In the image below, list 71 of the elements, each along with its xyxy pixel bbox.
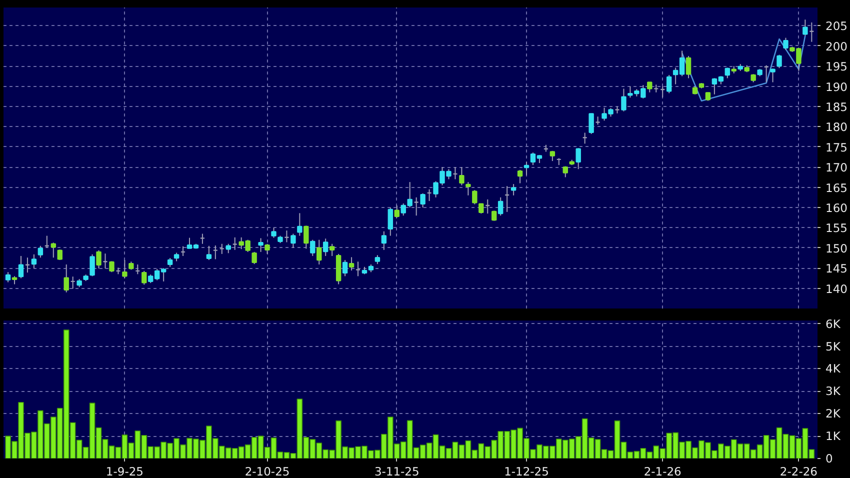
candlestick: [252, 251, 257, 265]
y-tick-label: 190: [826, 80, 848, 94]
y-tick-label: 3K: [826, 384, 841, 398]
candlestick: [517, 169, 523, 184]
candlestick: [31, 254, 37, 269]
candlestick: [621, 88, 626, 112]
candlestick: [666, 74, 672, 94]
candlestick: [122, 260, 128, 279]
candlestick: [459, 166, 464, 186]
x-tick-label: 1-9-25: [106, 464, 144, 478]
y-tick-label: 150: [826, 241, 848, 256]
candlestick: [381, 230, 387, 250]
x-tick-label: 2-1-26: [644, 464, 682, 478]
candlestick: [142, 270, 147, 286]
candlestick: [316, 239, 322, 265]
y-tick-label: 5K: [826, 339, 841, 354]
y-tick-label: 165: [826, 180, 848, 195]
candlestick: [329, 243, 335, 256]
candlestick: [322, 238, 328, 256]
candlestick: [466, 182, 471, 196]
y-tick-label: 170: [826, 160, 848, 175]
candlestick: [394, 204, 400, 218]
y-tick-label: 0: [826, 452, 833, 466]
candlestick: [491, 210, 497, 222]
candlestick: [290, 233, 296, 248]
candlestick: [686, 55, 692, 79]
candlestick: [724, 67, 730, 79]
y-tick-label: 140: [826, 282, 848, 296]
x-tick-label: 3-11-25: [374, 464, 420, 478]
candlestick: [472, 190, 478, 205]
candlestick: [783, 37, 788, 50]
candlestick: [50, 242, 56, 258]
y-tick-label: 180: [826, 120, 848, 134]
candlestick: [226, 243, 231, 254]
candlestick: [510, 184, 516, 196]
candlestick: [576, 148, 581, 170]
candlestick: [64, 264, 69, 293]
candlestick: [304, 225, 309, 250]
candlestick: [498, 196, 504, 216]
y-tick-label: 200: [826, 39, 848, 54]
candlestick: [297, 212, 302, 236]
y-tick-label: 2K: [826, 406, 841, 421]
y-tick-label: 185: [826, 100, 848, 114]
candlestick: [264, 243, 270, 254]
candlestick: [310, 239, 316, 256]
candlestick: [524, 161, 530, 176]
x-tick-label: 2-2-26: [780, 464, 818, 478]
y-tick-label: 6K: [826, 316, 841, 331]
x-tick-label: 2-10-25: [244, 464, 290, 478]
x-tick-label: 1-12-25: [504, 464, 549, 478]
candlestick: [18, 255, 24, 279]
candlestick: [206, 245, 212, 261]
candlestick: [342, 260, 348, 277]
y-tick-label: 175: [826, 140, 848, 154]
candlestick: [90, 254, 95, 277]
y-tick-label: 205: [826, 19, 848, 34]
candlestick: [38, 245, 44, 258]
candlestick: [776, 54, 782, 69]
candlestick: [770, 68, 776, 83]
candlestick: [588, 112, 594, 134]
y-tick-label: 160: [826, 200, 848, 215]
y-tick-label: 4K: [826, 362, 841, 376]
candlestick: [271, 227, 276, 238]
y-tick-label: 155: [826, 221, 848, 236]
candlestick: [5, 272, 11, 283]
candlestick: [388, 206, 394, 236]
candlestick: [258, 238, 264, 252]
y-tick-label: 1K: [826, 429, 841, 444]
candlestick: [348, 256, 354, 272]
y-tick-label: 145: [826, 262, 848, 276]
y-tick-label: 195: [826, 60, 848, 74]
